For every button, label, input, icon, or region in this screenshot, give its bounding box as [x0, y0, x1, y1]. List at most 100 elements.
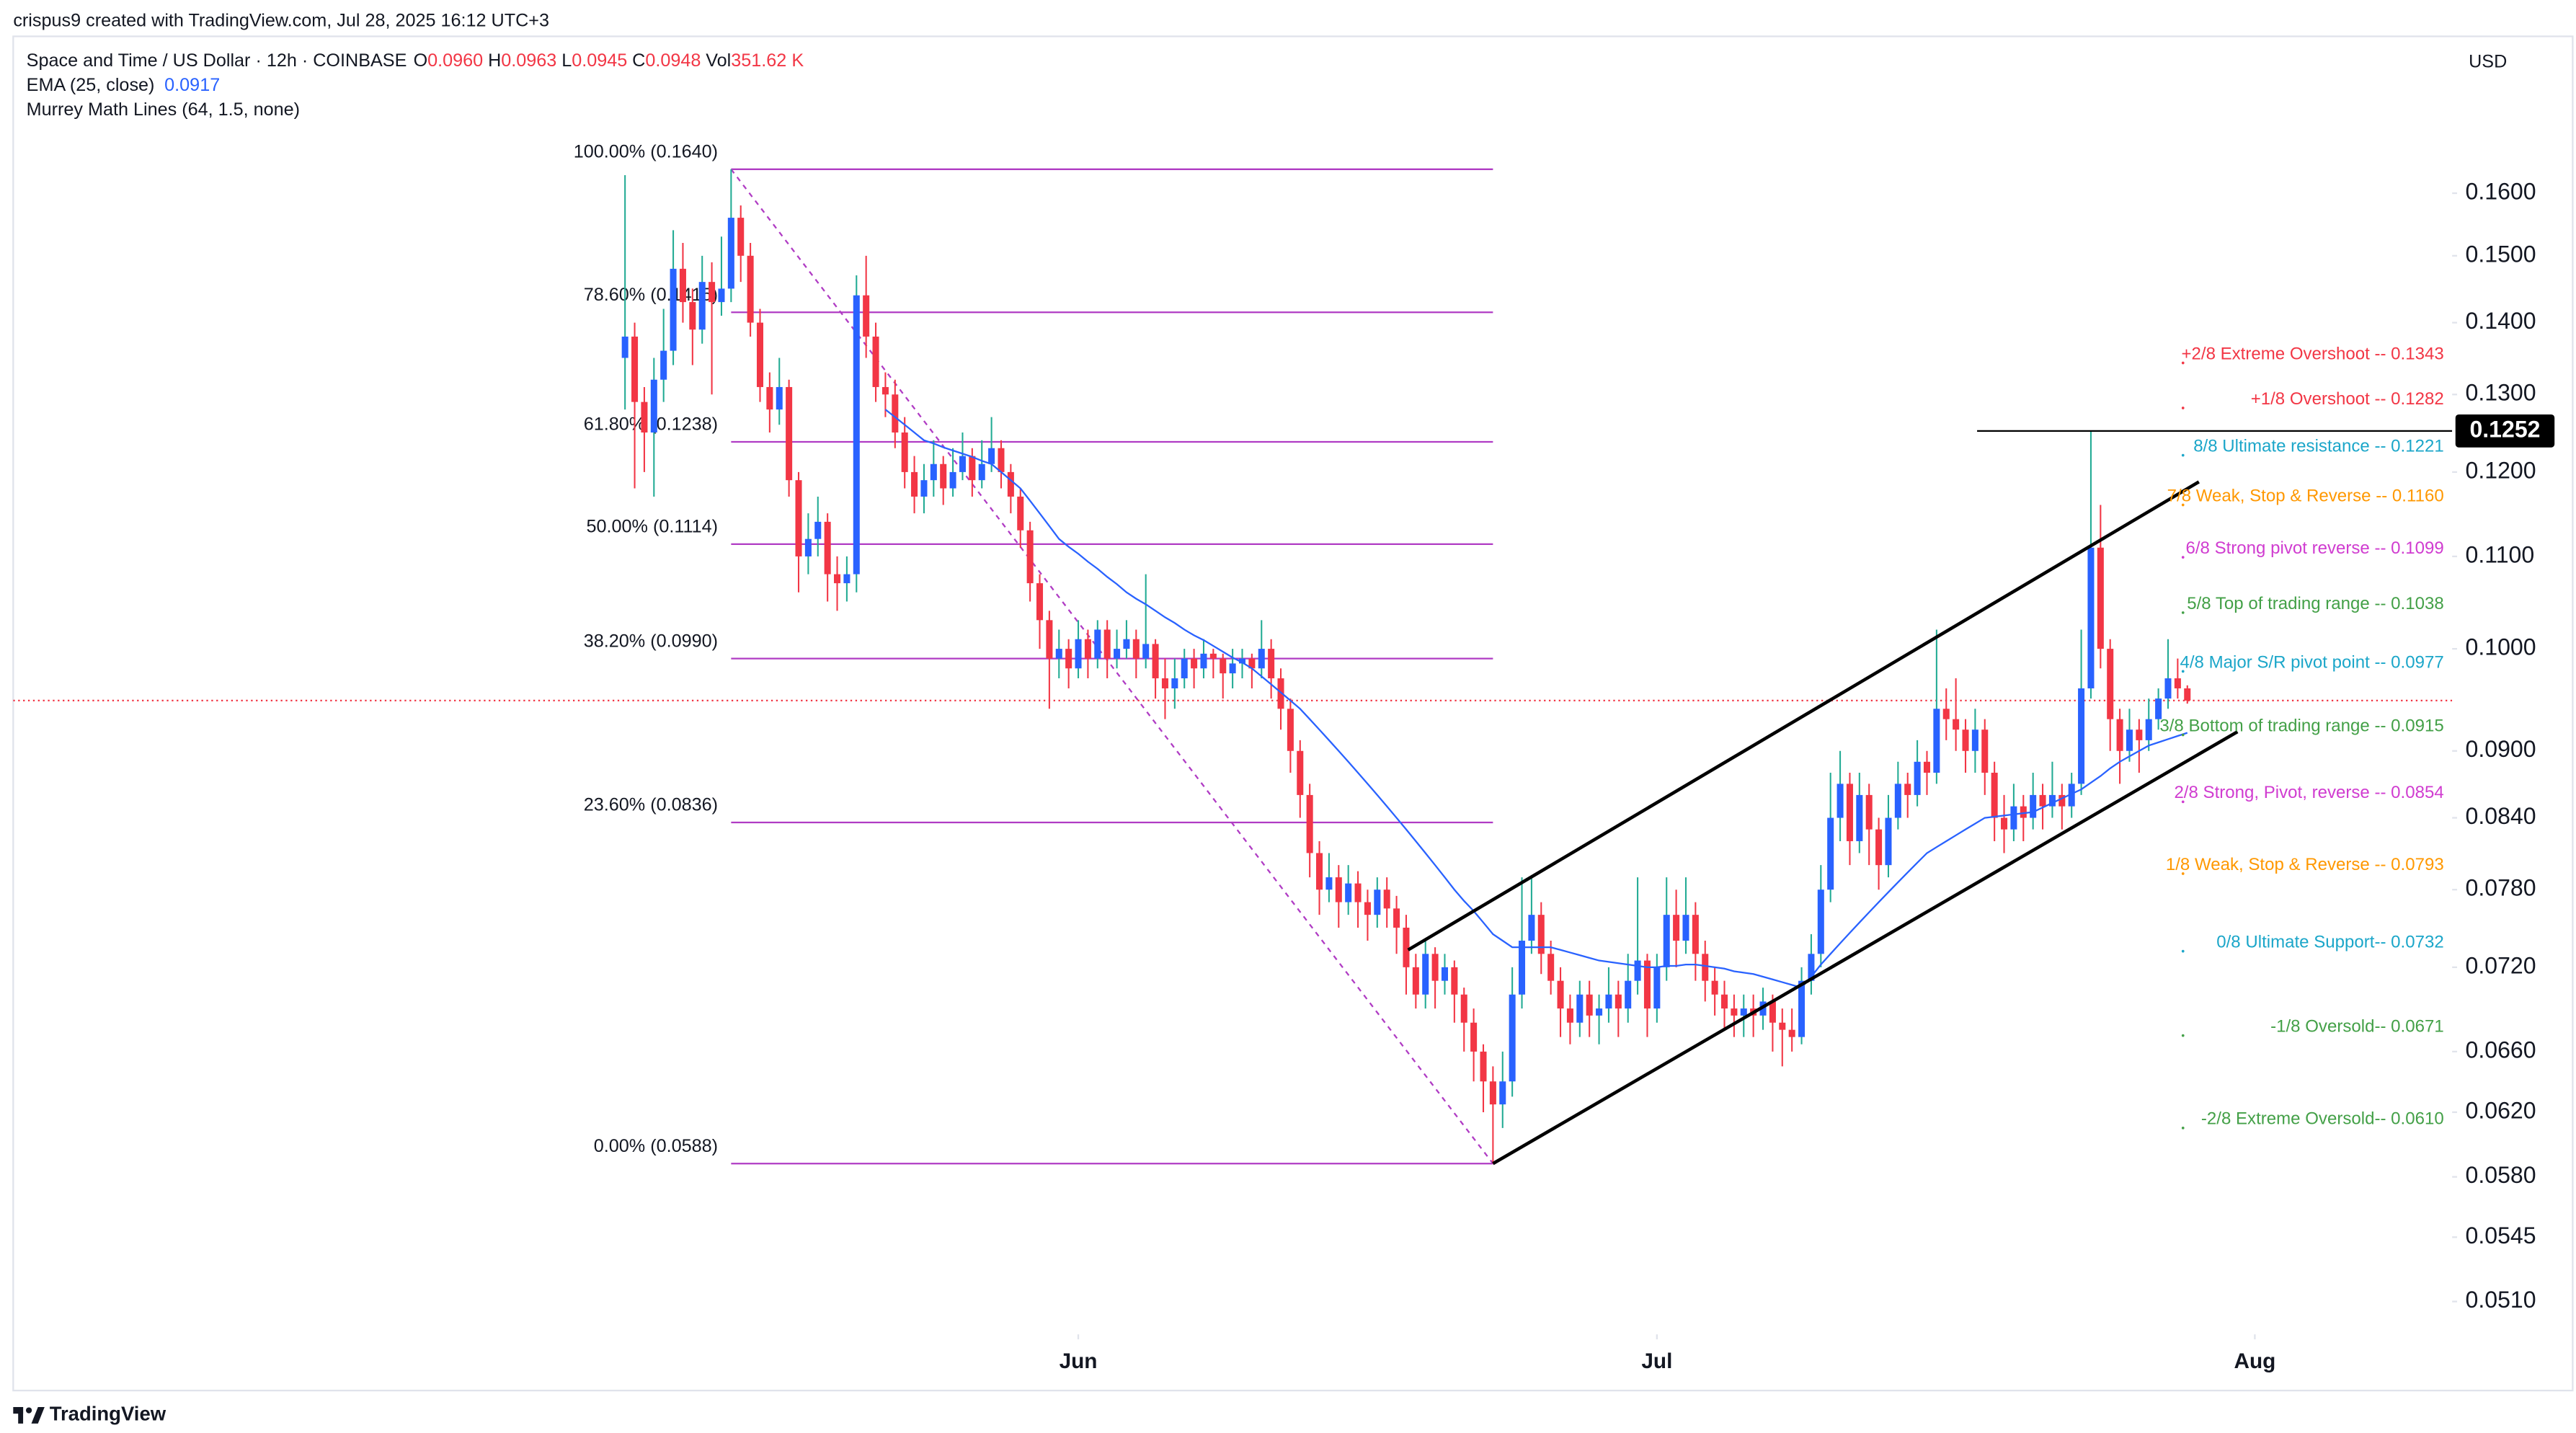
candle-body [1422, 954, 1429, 995]
candle-body [1856, 794, 1863, 841]
candle-body [1615, 994, 1622, 1009]
y-tick-label: 0.1500 [2466, 241, 2536, 267]
candle-body [1306, 794, 1313, 853]
candle-body [1017, 496, 1024, 531]
legend-key: C [632, 50, 645, 70]
murrey-label: 7/8 Weak, Stop & Reverse -- 0.1160 [2167, 486, 2444, 505]
candle-body [1846, 784, 1853, 841]
fib-label: 100.00% (0.1640) [574, 142, 718, 162]
plot-area: 100.00% (0.1640)78.60% (0.1415)61.80% (0… [13, 142, 2453, 1166]
candle-body [1894, 784, 1901, 818]
candle-body [834, 574, 841, 584]
candle-body [1962, 729, 1969, 751]
candle-body [1152, 644, 1159, 679]
chart-frame [12, 35, 2574, 1392]
candle-body [2155, 698, 2162, 719]
candle-body [2078, 688, 2085, 784]
candle-body [920, 480, 928, 497]
legend-value: 351.62 K [731, 50, 804, 70]
candle-body [795, 480, 802, 556]
candle-body [1788, 1029, 1795, 1037]
candle-body [1827, 817, 1834, 890]
y-tick-label: 0.1200 [2466, 457, 2536, 483]
candle-body [1142, 644, 1150, 659]
candle-body [1817, 889, 1824, 954]
fib-label: 38.20% (0.0990) [584, 631, 718, 651]
candle-body [1075, 639, 1082, 669]
candle-body [2107, 649, 2114, 719]
candle-body [1480, 1051, 1487, 1082]
candle-body [1277, 678, 1284, 709]
candle-body [1933, 709, 1940, 773]
candle-body [1103, 629, 1111, 659]
candle-body [1209, 653, 1217, 659]
candle-body [2136, 729, 2143, 740]
overlay: Space and Time / US Dollar · 12h · COINB… [27, 50, 2555, 1373]
candle-body [1885, 817, 1892, 866]
candle-body [1297, 750, 1304, 795]
candle-body [853, 295, 860, 574]
candle-body [1720, 994, 1728, 1009]
murrey-label: -2/8 Extreme Oversold-- 0.0610 [2201, 1109, 2444, 1129]
candle-body [901, 432, 908, 472]
currency-label[interactable]: USD [2469, 52, 2507, 72]
indicator-legend: Murrey Math Lines (64, 1.5, none) [27, 99, 300, 120]
candle-body [1248, 658, 1256, 669]
candle-body [766, 386, 773, 410]
candle-body [2145, 719, 2152, 740]
murrey-dot [2181, 872, 2185, 875]
x-tick-label: Jul [1641, 1349, 1672, 1373]
candle-body [709, 282, 716, 303]
symbol-legend: Space and Time / US Dollar · 12h · COINB… [27, 50, 804, 70]
channel-line [1492, 730, 2239, 1166]
candle-body [1489, 1081, 1496, 1105]
candle-body [1084, 639, 1091, 659]
murrey-label: 4/8 Major S/R pivot point -- 0.0977 [2180, 652, 2443, 672]
candle-body [1953, 719, 1960, 730]
candle-body [1711, 980, 1718, 995]
candle-body [1576, 994, 1584, 1023]
murrey-dot [2181, 361, 2185, 365]
candle-body [1702, 954, 1709, 981]
ema-name: EMA (25, close) [27, 75, 155, 95]
candle-body [1914, 761, 1921, 795]
candle-body [1991, 772, 1998, 818]
murrey-dot [2181, 1034, 2185, 1037]
x-tick-label: Jun [1060, 1349, 1098, 1373]
murrey-label: 5/8 Top of trading range -- 0.1038 [2187, 594, 2444, 613]
candle-body [1537, 915, 1545, 954]
murrey-label: +2/8 Extreme Overshoot -- 0.1343 [2181, 344, 2443, 363]
candle-body [1181, 658, 1188, 679]
y-tick-label: 0.0780 [2466, 875, 2536, 901]
fib-label: 0.00% (0.0588) [594, 1136, 718, 1156]
candle-body [824, 521, 831, 574]
fib-label: 50.00% (0.1114) [587, 517, 718, 537]
candle-body [940, 463, 947, 489]
candle-body [1335, 877, 1342, 902]
candle-body [1519, 941, 1526, 995]
candle-body [747, 255, 754, 323]
candle-body [911, 471, 918, 497]
candle-body [2039, 794, 2046, 807]
candle-body [631, 336, 639, 402]
candle-body [1026, 530, 1034, 584]
candle-body [1981, 729, 1989, 773]
candle-body [2030, 794, 2037, 818]
candle-body [1132, 639, 1140, 659]
legend-value: 0.0960 [427, 50, 483, 70]
candle-body [930, 463, 937, 481]
logo-part [25, 1407, 32, 1414]
candle-body [1065, 649, 1072, 669]
footer-logo: TradingView [13, 1403, 166, 1425]
murrey-label: 3/8 Bottom of trading range -- 0.0915 [2159, 716, 2443, 735]
ema-line [884, 409, 2188, 989]
y-tick-label: 0.0510 [2466, 1287, 2536, 1313]
murrey-dot [2181, 733, 2185, 737]
candle-body [1229, 663, 1236, 674]
candle-body [1220, 658, 1227, 674]
candle-body [2097, 547, 2104, 649]
candle-body [718, 288, 725, 303]
candle-body [1779, 1022, 1786, 1030]
candle-body [892, 394, 899, 433]
candle-body [1682, 915, 1689, 941]
